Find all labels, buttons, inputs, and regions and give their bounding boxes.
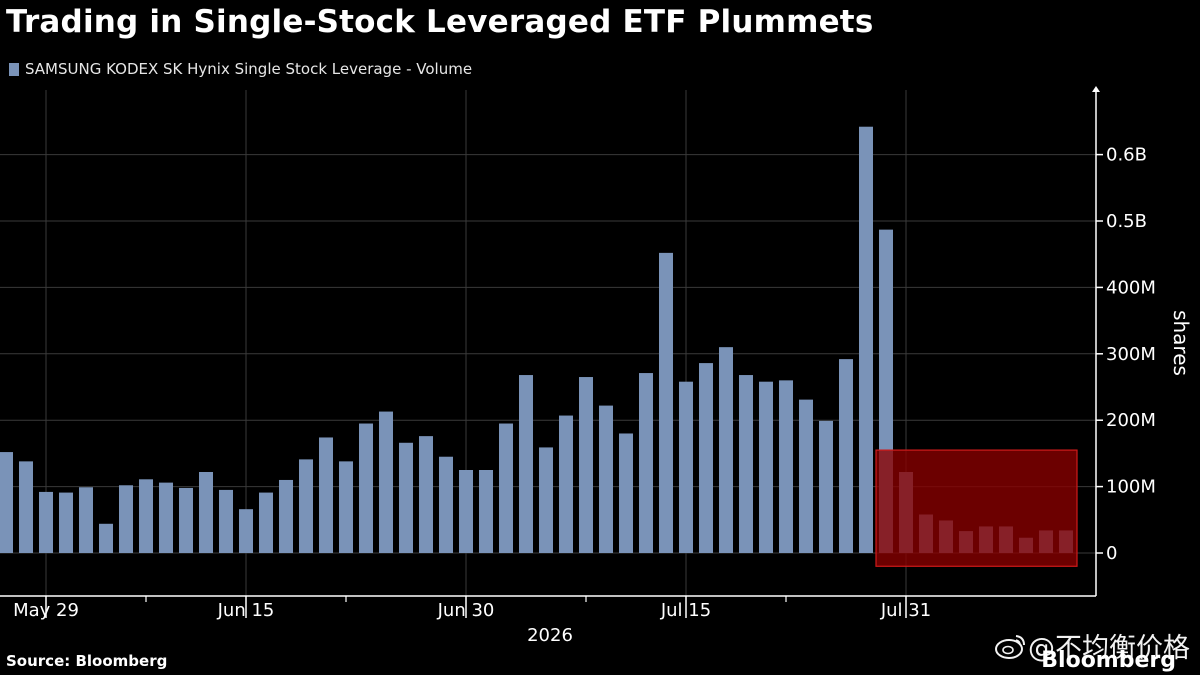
bar xyxy=(779,380,793,553)
bar xyxy=(539,447,553,553)
bar xyxy=(679,381,693,553)
bar xyxy=(359,423,373,553)
bar xyxy=(319,437,333,553)
bar xyxy=(559,415,573,553)
bar xyxy=(719,347,733,553)
y-tick-label: 0.5B xyxy=(1106,211,1147,232)
bar xyxy=(339,461,353,553)
bar xyxy=(159,482,173,553)
bar xyxy=(59,492,73,553)
bar xyxy=(259,492,273,553)
y-tick-label: 100M xyxy=(1106,477,1156,498)
bar xyxy=(219,489,233,553)
bar xyxy=(459,470,473,553)
bar xyxy=(279,479,293,553)
y-tick-label: 300M xyxy=(1106,344,1156,365)
x-year-label: 2026 xyxy=(527,625,573,646)
bar xyxy=(0,452,13,553)
bar xyxy=(799,399,813,553)
bar xyxy=(639,373,653,553)
bar xyxy=(819,420,833,553)
bar xyxy=(499,423,513,553)
bar xyxy=(239,509,253,553)
bar xyxy=(79,487,93,553)
y-tick-label: 400M xyxy=(1106,277,1156,298)
bar xyxy=(699,363,713,553)
bar xyxy=(39,491,53,553)
x-tick-label: May 29 xyxy=(13,600,79,621)
bar xyxy=(139,479,153,553)
bar xyxy=(859,126,873,553)
y-axis-title: shares xyxy=(1169,310,1193,376)
bar xyxy=(19,461,33,553)
bar xyxy=(379,411,393,553)
highlight-box xyxy=(875,449,1078,567)
bar xyxy=(599,405,613,553)
bar xyxy=(399,442,413,553)
x-tick-label: Jun 30 xyxy=(437,600,495,621)
legend-swatch xyxy=(9,62,19,76)
weibo-icon xyxy=(995,634,1025,659)
x-tick-label: Jul 31 xyxy=(880,600,931,621)
bar xyxy=(419,436,433,553)
legend-label: SAMSUNG KODEX SK Hynix Single Stock Leve… xyxy=(25,60,473,78)
bar xyxy=(579,377,593,553)
bar xyxy=(479,470,493,553)
bar xyxy=(759,381,773,553)
bar xyxy=(839,359,853,553)
bloomberg-logo: Bloomberg xyxy=(1041,648,1176,673)
y-tick-label: 200M xyxy=(1106,410,1156,431)
bar xyxy=(739,375,753,553)
bar xyxy=(199,471,213,553)
watermark-text: @不均衡价格 xyxy=(1028,633,1190,664)
bar xyxy=(619,433,633,553)
bar xyxy=(99,523,113,553)
chart-title: Trading in Single-Stock Leveraged ETF Pl… xyxy=(6,4,874,40)
chart-legend: SAMSUNG KODEX SK Hynix Single Stock Leve… xyxy=(9,60,472,78)
bar xyxy=(119,485,133,553)
bar xyxy=(299,459,313,553)
source-note: Source: Bloomberg xyxy=(6,652,168,670)
bar xyxy=(439,456,453,553)
y-axis-arrow xyxy=(1092,86,1100,92)
bar xyxy=(519,375,533,553)
bar xyxy=(179,487,193,553)
x-tick-label: Jun 15 xyxy=(217,600,275,621)
x-tick-label: Jul 15 xyxy=(660,600,711,621)
y-tick-label: 0.6B xyxy=(1106,145,1147,166)
bar xyxy=(659,252,673,553)
y-tick-label: 0 xyxy=(1106,543,1117,564)
weibo-watermark: @不均衡价格 xyxy=(994,626,1190,665)
